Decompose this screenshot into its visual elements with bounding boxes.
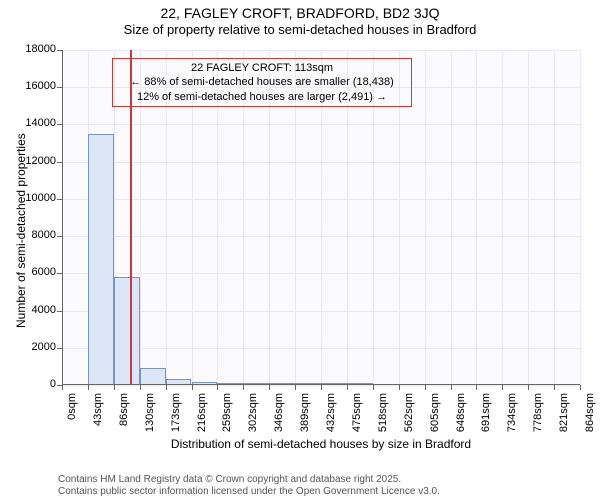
gridline-v: [528, 50, 529, 385]
annotation-line-3: 12% of semi-detached houses are larger (…: [119, 90, 405, 104]
x-tick: [399, 385, 400, 390]
chart-title-2: Size of property relative to semi-detach…: [0, 22, 600, 37]
x-tick: [140, 385, 141, 390]
y-tick-label: 18000: [25, 43, 56, 55]
annotation-box: 22 FAGLEY CROFT: 113sqm ← 88% of semi-de…: [112, 58, 412, 107]
x-tick-label: 302sqm: [247, 393, 259, 437]
y-tick-label: 4000: [32, 304, 56, 316]
x-tick-label: 475sqm: [351, 393, 363, 437]
x-tick: [114, 385, 115, 390]
y-tick: [57, 311, 62, 312]
x-tick: [476, 385, 477, 390]
y-tick: [57, 124, 62, 125]
x-tick: [425, 385, 426, 390]
annotation-line-2: ← 88% of semi-detached houses are smalle…: [119, 75, 405, 89]
footer-line-1: Contains HM Land Registry data © Crown c…: [58, 474, 440, 486]
x-tick-label: 734sqm: [506, 393, 518, 437]
x-tick: [217, 385, 218, 390]
x-tick: [451, 385, 452, 390]
x-tick: [166, 385, 167, 390]
chart-title-1: 22, FAGLEY CROFT, BRADFORD, BD2 3JQ: [0, 0, 600, 22]
y-tick: [57, 236, 62, 237]
gridline-v: [580, 50, 581, 385]
histogram-bar: [140, 368, 166, 385]
x-tick: [502, 385, 503, 390]
footer-attribution: Contains HM Land Registry data © Crown c…: [58, 474, 440, 498]
footer-line-2: Contains public sector information licen…: [58, 486, 440, 498]
y-tick-label: 0: [50, 378, 56, 390]
y-tick: [57, 50, 62, 51]
histogram-bar: [88, 134, 114, 385]
x-axis-label: Distribution of semi-detached houses by …: [62, 437, 580, 451]
x-tick-label: 778sqm: [532, 393, 544, 437]
x-tick-label: 259sqm: [221, 393, 233, 437]
x-tick-label: 648sqm: [455, 393, 467, 437]
y-tick: [57, 273, 62, 274]
chart-container: 22, FAGLEY CROFT, BRADFORD, BD2 3JQ Size…: [0, 0, 600, 500]
y-tick-label: 16000: [25, 80, 56, 92]
x-tick: [373, 385, 374, 390]
x-tick: [62, 385, 63, 390]
x-tick: [88, 385, 89, 390]
y-tick: [57, 87, 62, 88]
y-tick: [57, 199, 62, 200]
histogram-bar: [114, 277, 140, 385]
gridline-v: [425, 50, 426, 385]
x-tick-label: 86sqm: [118, 393, 130, 437]
gridline-v: [502, 50, 503, 385]
x-tick-label: 562sqm: [403, 393, 415, 437]
y-tick-label: 6000: [32, 266, 56, 278]
x-tick: [528, 385, 529, 390]
x-tick-label: 864sqm: [584, 393, 596, 437]
x-tick-label: 43sqm: [92, 393, 104, 437]
y-tick: [57, 162, 62, 163]
x-tick: [192, 385, 193, 390]
gridline-v: [554, 50, 555, 385]
gridline-v: [451, 50, 452, 385]
y-tick-label: 10000: [25, 192, 56, 204]
y-axis-line: [62, 50, 63, 385]
x-tick: [295, 385, 296, 390]
x-tick: [347, 385, 348, 390]
x-tick-label: 821sqm: [558, 393, 570, 437]
x-tick: [321, 385, 322, 390]
y-tick-label: 14000: [25, 117, 56, 129]
x-tick: [580, 385, 581, 390]
gridline-v: [476, 50, 477, 385]
x-tick: [269, 385, 270, 390]
y-tick-label: 2000: [32, 341, 56, 353]
x-tick-label: 173sqm: [170, 393, 182, 437]
x-tick: [243, 385, 244, 390]
x-tick-label: 389sqm: [299, 393, 311, 437]
y-tick-label: 12000: [25, 155, 56, 167]
x-tick-label: 216sqm: [196, 393, 208, 437]
x-tick: [554, 385, 555, 390]
x-tick-label: 130sqm: [144, 393, 156, 437]
x-tick-label: 518sqm: [377, 393, 389, 437]
y-tick-label: 8000: [32, 229, 56, 241]
x-tick-label: 346sqm: [273, 393, 285, 437]
x-tick-label: 605sqm: [429, 393, 441, 437]
x-tick-label: 0sqm: [66, 393, 78, 437]
annotation-line-1: 22 FAGLEY CROFT: 113sqm: [119, 61, 405, 75]
y-tick: [57, 348, 62, 349]
x-tick-label: 691sqm: [480, 393, 492, 437]
x-tick-label: 432sqm: [325, 393, 337, 437]
